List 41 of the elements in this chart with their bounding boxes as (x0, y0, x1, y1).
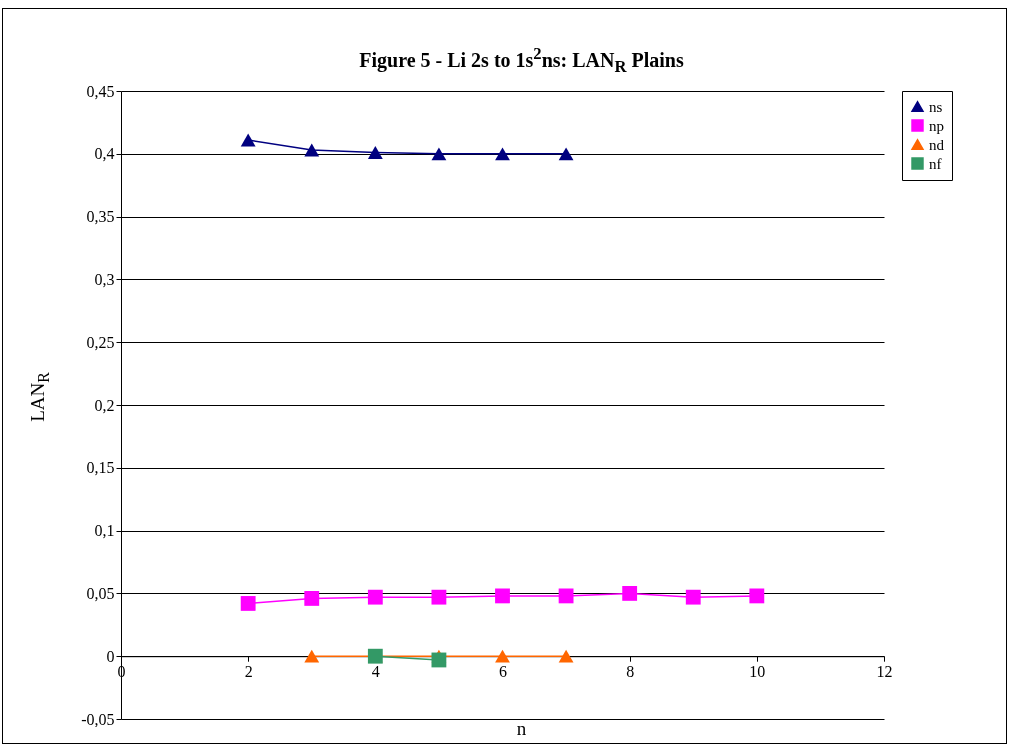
chart-title: Figure 5 - Li 2s to 1s$^{2}$ns: LAN$_{R}$ Plains (358, 44, 685, 77)
legend-label: nf (929, 155, 942, 172)
x-tick-label: 4 (371, 662, 380, 680)
y-tick-label: 0,45 (86, 82, 115, 100)
point (558, 588, 574, 604)
point (304, 591, 320, 606)
point (558, 649, 574, 663)
x-tick-label: 6 (499, 662, 507, 680)
point (304, 143, 320, 157)
y-tick-label: 0,25 (86, 333, 115, 351)
point (431, 147, 447, 161)
point (367, 146, 383, 159)
point (622, 585, 638, 601)
point (240, 596, 256, 611)
point (495, 588, 510, 604)
legend-label: np (929, 117, 944, 134)
point (558, 147, 574, 161)
y-tick-label: 0 (106, 647, 115, 665)
x-tick-label: 8 (626, 662, 635, 680)
x-tick-label: 10 (749, 662, 766, 680)
y-tick-label: -0,05 (81, 710, 115, 728)
y-tick-label: 0,3 (94, 270, 115, 288)
point (495, 649, 510, 663)
point (431, 589, 447, 605)
x-tick-label: 12 (876, 662, 893, 680)
point (749, 588, 765, 604)
point (367, 589, 383, 605)
legend-label: nd (929, 136, 945, 153)
y-tick-label: 0,35 (86, 208, 115, 226)
point (685, 589, 701, 605)
y-tick-label: 0,4 (94, 145, 115, 163)
x-axis-title: n (515, 718, 528, 740)
y-tick-label: 0,05 (86, 584, 115, 602)
y-tick-label: 0,2 (94, 396, 115, 414)
point (495, 147, 510, 161)
x-tick-label: 2 (244, 662, 253, 680)
y-tick-label: 0,1 (94, 522, 115, 540)
point (240, 133, 256, 147)
y-tick-label: 0,15 (86, 459, 115, 477)
legend-label: ns (929, 98, 943, 115)
point (304, 649, 320, 663)
